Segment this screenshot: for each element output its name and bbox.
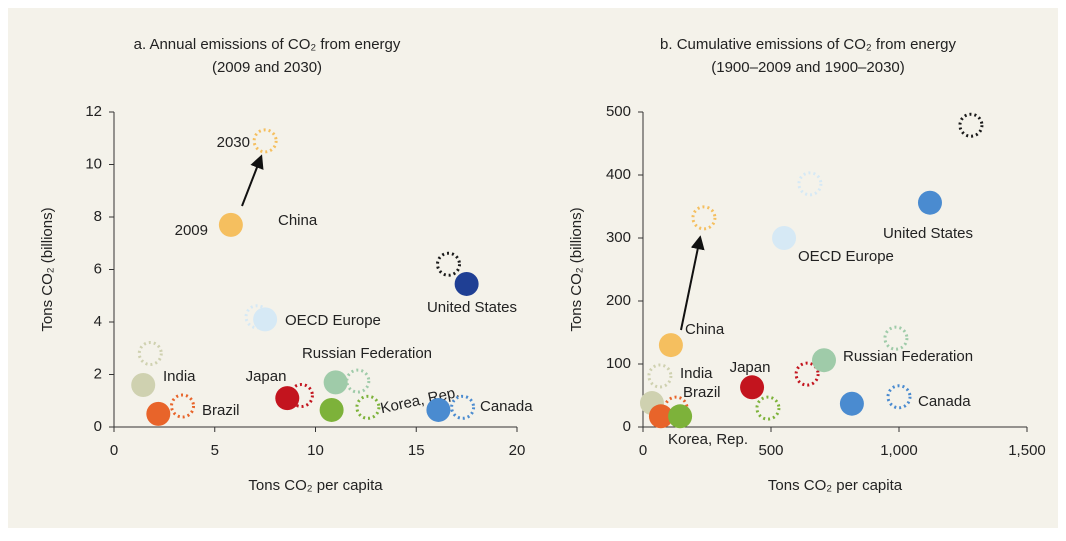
- panel-background: [8, 8, 1058, 528]
- y-tick-label: 6: [94, 260, 102, 277]
- point-label: United States: [427, 299, 517, 316]
- chart-title: a. Annual emissions of CO₂ from energy: [134, 36, 401, 53]
- y-tick-label: 2: [94, 365, 102, 382]
- point-2009: [668, 404, 693, 429]
- y-tick-label: 0: [623, 418, 631, 435]
- point-2009: [658, 333, 683, 358]
- point-2030: [450, 394, 476, 420]
- point-label: United States: [883, 225, 973, 242]
- point-2009: [426, 397, 451, 422]
- x-tick-label: 1,000: [880, 442, 918, 459]
- y-tick-label: 12: [85, 103, 102, 120]
- x-tick-label: 10: [307, 442, 324, 459]
- point-2009: [839, 391, 864, 416]
- point-2009: [772, 226, 797, 250]
- point-2030: [691, 205, 717, 231]
- point-2030: [252, 128, 278, 154]
- point-2030: [647, 363, 673, 389]
- point-2009: [811, 348, 836, 373]
- y-tick-label: 300: [606, 229, 631, 246]
- point-2030: [886, 384, 912, 410]
- y-tick-label: 8: [94, 208, 102, 225]
- point-label: Brazil: [683, 384, 721, 401]
- point-2009: [648, 404, 673, 429]
- point-label: Russian Federation: [843, 348, 973, 365]
- point-label: Canada: [480, 398, 533, 415]
- point-label: Russian Federation: [302, 345, 432, 362]
- point-2030: [958, 112, 984, 138]
- point-2009: [275, 386, 300, 411]
- point-2030: [755, 395, 781, 421]
- point-2009: [319, 397, 344, 422]
- point-2009: [253, 307, 278, 332]
- point-2030: [355, 394, 381, 420]
- y-tick-label: 10: [85, 155, 102, 172]
- x-axis-label: Tons CO₂ per capita: [768, 477, 903, 494]
- arrow: [241, 154, 264, 207]
- x-tick-label: 15: [408, 442, 425, 459]
- x-tick-label: 500: [758, 442, 783, 459]
- point-label: Korea, Rep.: [668, 431, 748, 448]
- chart-subtitle: (1900–2009 and 1900–2030): [711, 59, 905, 76]
- y-tick-label: 0: [94, 418, 102, 435]
- point-label: Canada: [918, 393, 971, 410]
- arrow: [680, 235, 705, 331]
- x-tick-label: 1,500: [1008, 442, 1046, 459]
- point-label: Japan: [246, 368, 287, 385]
- annotation: 2030: [217, 134, 250, 151]
- x-tick-label: 5: [211, 442, 219, 459]
- point-2030: [137, 341, 163, 366]
- point-label: Brazil: [202, 402, 240, 419]
- x-tick-label: 0: [639, 442, 647, 459]
- point-2009: [917, 190, 942, 215]
- point-2009: [454, 271, 479, 296]
- y-axis-label: Tons CO₂ (billions): [39, 207, 56, 331]
- point-2030: [435, 251, 461, 277]
- point-label: China: [685, 321, 725, 338]
- point-label: India: [163, 368, 196, 385]
- point-2030: [288, 383, 314, 408]
- x-axis-label: Tons CO₂ per capita: [248, 477, 383, 494]
- point-label: OECD Europe: [285, 312, 381, 329]
- point-2030: [883, 325, 909, 351]
- point-2009: [218, 212, 243, 237]
- y-tick-label: 400: [606, 166, 631, 183]
- annotation: 2009: [175, 222, 208, 239]
- chart-title: b. Cumulative emissions of CO₂ from ener…: [660, 36, 956, 53]
- y-tick-label: 500: [606, 103, 631, 120]
- x-tick-label: 0: [110, 442, 118, 459]
- chart-subtitle: (2009 and 2030): [212, 59, 322, 76]
- point-2030: [794, 361, 820, 387]
- point-2009: [146, 401, 171, 426]
- point-2030: [170, 393, 196, 419]
- y-tick-label: 200: [606, 292, 631, 309]
- x-tick-label: 20: [509, 442, 526, 459]
- point-label: China: [278, 212, 318, 229]
- point-2009: [131, 373, 156, 397]
- point-2009: [740, 375, 765, 400]
- y-tick-label: 4: [94, 313, 102, 330]
- point-2030: [345, 368, 371, 394]
- point-2030: [797, 171, 823, 197]
- point-label: OECD Europe: [798, 248, 894, 265]
- point-label: India: [680, 365, 713, 382]
- point-label: Japan: [730, 359, 771, 376]
- y-tick-label: 100: [606, 355, 631, 372]
- point-2009: [323, 370, 348, 395]
- y-axis-label: Tons CO₂ (billions): [568, 207, 585, 331]
